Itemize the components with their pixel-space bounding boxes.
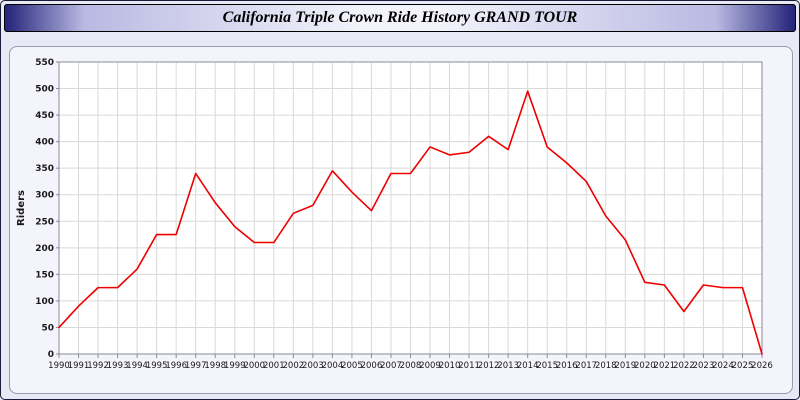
x-tick-label: 2001 — [263, 361, 285, 371]
x-tick-label: 1995 — [146, 361, 168, 371]
x-tick-label: 2004 — [322, 361, 344, 371]
x-tick-label: 2015 — [536, 361, 558, 371]
x-tick-label: 2005 — [341, 361, 363, 371]
y-tick-label: 150 — [35, 270, 54, 280]
x-tick-label: 1991 — [68, 361, 90, 371]
x-tick-label: 2011 — [458, 361, 480, 371]
x-tick-label: 1996 — [165, 361, 187, 371]
y-tick-label: 50 — [41, 323, 54, 333]
x-tick-label: 2023 — [693, 361, 715, 371]
x-tick-label: 1993 — [107, 361, 129, 371]
ride-history-line-chart: 0501001502002503003504004505005501990199… — [16, 58, 773, 371]
y-tick-label: 250 — [35, 217, 54, 227]
y-tick-label: 550 — [35, 58, 54, 68]
x-tick-label: 2024 — [712, 361, 734, 371]
x-tick-label: 2006 — [361, 361, 383, 371]
x-tick-label: 2002 — [283, 361, 305, 371]
x-tick-label: 1994 — [126, 361, 148, 371]
x-tick-label: 1999 — [224, 361, 246, 371]
x-tick-label: 2025 — [732, 361, 754, 371]
x-tick-label: 2000 — [243, 361, 265, 371]
y-tick-label: 500 — [35, 85, 54, 95]
x-tick-label: 1998 — [204, 361, 226, 371]
x-tick-label: 2026 — [751, 361, 773, 371]
y-tick-label: 0 — [48, 350, 54, 360]
x-tick-label: 2010 — [439, 361, 461, 371]
x-tick-label: 2003 — [302, 361, 324, 371]
x-tick-label: 2013 — [497, 361, 519, 371]
x-tick-label: 2008 — [400, 361, 422, 371]
plot-border — [58, 61, 763, 355]
y-tick-label: 100 — [35, 297, 54, 307]
x-tick-label: 2012 — [478, 361, 500, 371]
x-tick-label: 2019 — [614, 361, 636, 371]
x-tick-label: 2018 — [595, 361, 617, 371]
y-axis-label: Riders — [16, 190, 27, 226]
chart-title-bar: California Triple Crown Ride History GRA… — [4, 4, 796, 32]
x-tick-label: 2020 — [634, 361, 656, 371]
chart-title: California Triple Crown Ride History GRA… — [222, 9, 578, 26]
y-tick-label: 450 — [35, 111, 54, 121]
x-tick-label: 1997 — [185, 361, 207, 371]
x-tick-label: 2014 — [517, 361, 539, 371]
x-tick-label: 2021 — [654, 361, 676, 371]
x-tick-label: 2017 — [575, 361, 597, 371]
y-tick-label: 200 — [35, 244, 54, 254]
x-tick-label: 2009 — [419, 361, 441, 371]
y-tick-label: 350 — [35, 164, 54, 174]
y-tick-label: 300 — [35, 191, 54, 201]
x-tick-label: 2016 — [556, 361, 578, 371]
x-tick-label: 1990 — [48, 361, 70, 371]
x-tick-label: 2007 — [380, 361, 402, 371]
chart-panel: 0 50 100 150 200 250 300 350 400 450 500 550 1990 199… — [9, 46, 793, 394]
y-tick-label: 400 — [35, 138, 54, 148]
x-tick-label: 1992 — [87, 361, 109, 371]
riders-series-line — [58, 90, 763, 355]
x-tick-label: 2022 — [673, 361, 695, 371]
